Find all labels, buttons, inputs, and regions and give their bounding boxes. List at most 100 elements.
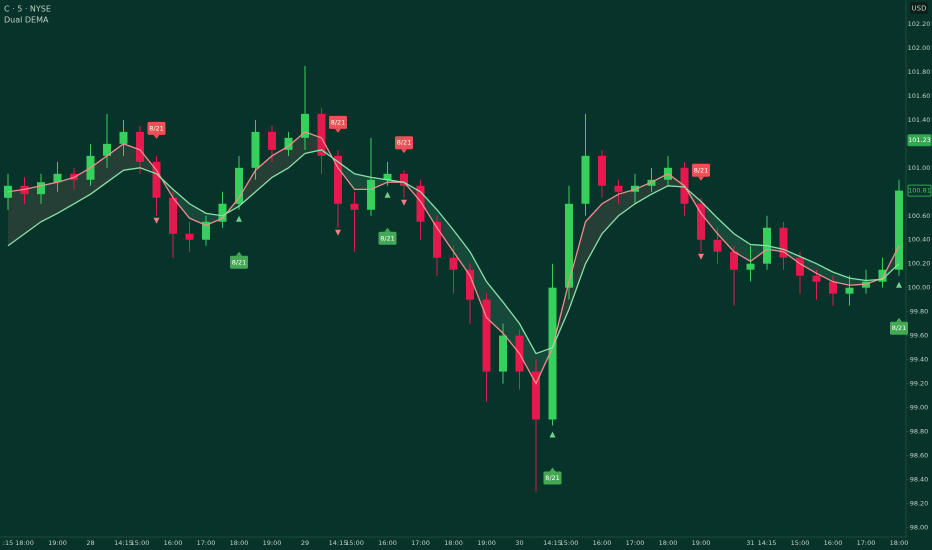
- candle-body: [845, 287, 854, 294]
- ribbon-fill: [206, 213, 223, 226]
- candle-body: [301, 113, 309, 138]
- signal-box: [329, 115, 347, 129]
- y-tick-label: 98.40: [910, 475, 929, 483]
- candle-body: [581, 155, 590, 204]
- candle-body: [383, 173, 392, 180]
- ribbon-fill: [734, 233, 751, 262]
- ribbon-fill: [41, 182, 58, 222]
- signal-pointer: [236, 251, 242, 256]
- candle-body: [779, 227, 788, 258]
- sell-arrow: [698, 253, 704, 260]
- x-tick-label: 19:00: [48, 539, 67, 547]
- signal-label: 8/21: [232, 258, 247, 266]
- ribbon-fill: [519, 323, 536, 384]
- ribbon-fill: [503, 302, 520, 354]
- candle-body: [53, 173, 62, 183]
- x-tick-label: 15:00: [131, 539, 150, 547]
- currency-label[interactable]: USD: [912, 5, 927, 13]
- signal-pointer: [401, 149, 407, 154]
- x-tick-label: 14:15: [114, 539, 133, 547]
- x-tick-label: 14:15: [329, 539, 348, 547]
- ribbon-fill: [849, 278, 866, 286]
- candle-body: [218, 203, 227, 222]
- candle-body: [152, 161, 161, 198]
- y-tick-label: 99.80: [910, 308, 929, 316]
- candle-body: [235, 167, 243, 204]
- signal-label: 8/21: [380, 234, 395, 242]
- ribbon-fill: [189, 203, 206, 226]
- candle-body: [713, 239, 722, 252]
- sell-arrow: [401, 199, 407, 206]
- candle-body: [449, 257, 458, 270]
- candle-body: [796, 257, 804, 276]
- y-tick-label: 102.20: [908, 20, 931, 28]
- candle-body: [268, 131, 276, 150]
- signal-box: [543, 471, 562, 485]
- candle-body: [482, 299, 491, 372]
- ribbon-fill: [24, 185, 41, 234]
- y-tick-label: 98.00: [910, 523, 929, 531]
- signal-pointer: [698, 176, 704, 181]
- candle-body: [400, 173, 408, 186]
- x-tick-label: 16:00: [824, 539, 843, 547]
- x-tick-label: 16:00: [593, 539, 612, 547]
- x-tick-label: 14:15: [758, 539, 777, 547]
- x-tick-label: :15: [3, 539, 13, 547]
- signal-box: [378, 231, 397, 245]
- candle-body: [598, 155, 606, 186]
- x-tick-label: 15:00: [345, 539, 364, 547]
- candle-body: [532, 371, 540, 420]
- candle-body: [499, 335, 507, 372]
- ribbon-fill: [437, 209, 454, 252]
- price-marker-box: [907, 184, 932, 197]
- x-tick-label: 18:00: [230, 539, 249, 547]
- ribbon-fill: [8, 189, 25, 246]
- x-tick-label: 18:00: [659, 539, 678, 547]
- y-tick-label: 100.60: [908, 212, 931, 220]
- ribbon-fill: [569, 221, 586, 310]
- ribbon-fill: [750, 244, 767, 262]
- candle-body: [746, 263, 755, 270]
- x-tick-label: 15:00: [791, 539, 810, 547]
- ribbon-fill: [288, 131, 305, 168]
- x-tick-label: 19:00: [477, 539, 496, 547]
- y-tick-label: 100.20: [908, 260, 931, 268]
- signal-label: 8/21: [545, 474, 560, 482]
- ribbon-fill: [57, 177, 74, 214]
- y-tick-label: 99.60: [910, 332, 929, 340]
- indicator-name: Dual DEMA: [4, 16, 49, 25]
- buy-arrow: [384, 191, 391, 198]
- candle-body: [367, 179, 375, 210]
- candle-body: [697, 203, 705, 240]
- ribbon-fill: [338, 161, 355, 190]
- signal-pointer: [335, 128, 341, 133]
- currency-badge[interactable]: [910, 2, 928, 14]
- ribbon-fill: [371, 177, 388, 190]
- x-tick-label: 19:00: [692, 539, 711, 547]
- x-tick-label: 18:00: [890, 539, 909, 547]
- ribbon-fill: [816, 263, 833, 282]
- x-tick-label: 18:00: [15, 539, 34, 547]
- x-tick-label: 16:00: [164, 539, 183, 547]
- x-tick-label: 18:00: [444, 539, 463, 547]
- x-tick-label: 29: [301, 539, 309, 547]
- candle-body: [548, 287, 557, 420]
- candle-body: [466, 269, 474, 300]
- ribbon-fill: [470, 251, 487, 318]
- price-marker-box: [907, 134, 932, 147]
- ribbon-fill: [618, 189, 635, 216]
- candle-body: [284, 137, 293, 150]
- candle-body: [185, 233, 194, 240]
- signal-label: 8/21: [331, 118, 346, 126]
- signal-box: [147, 121, 166, 135]
- y-tick-label: 98.60: [910, 451, 929, 459]
- price-marker-label: 100.81: [908, 187, 931, 195]
- candle-body: [136, 131, 144, 162]
- price-marker-label: 101.23: [908, 136, 931, 144]
- ribbon-fill: [651, 173, 668, 195]
- signal-box: [230, 255, 248, 269]
- ribbon-fill: [701, 201, 718, 234]
- y-tick-label: 101.00: [908, 164, 931, 172]
